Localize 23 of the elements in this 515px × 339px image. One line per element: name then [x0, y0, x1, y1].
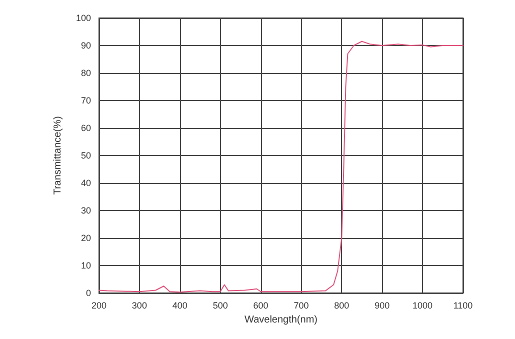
- y-tick-label: 60: [80, 123, 91, 133]
- y-tick-label: 70: [80, 96, 91, 106]
- y-axis-title: Transmittance(%): [52, 116, 64, 195]
- y-tick-label: 20: [80, 233, 91, 243]
- x-tick-label: 1100: [453, 300, 473, 310]
- x-tick-label: 300: [132, 300, 147, 310]
- y-tick-label: 30: [80, 206, 91, 216]
- x-tick-label: 900: [374, 300, 390, 310]
- y-tick-label: 100: [76, 13, 91, 23]
- x-tick-label: 200: [91, 300, 107, 310]
- y-tick-label: 10: [80, 260, 91, 270]
- y-tick-label: 0: [86, 288, 91, 298]
- x-tick-label: 800: [334, 300, 350, 310]
- x-axis-title: Wavelength(nm): [244, 314, 318, 326]
- x-tick-label: 600: [253, 300, 268, 310]
- y-tick-label: 80: [80, 68, 91, 78]
- x-tick-label: 700: [294, 300, 309, 310]
- x-tick-label: 1000: [412, 300, 433, 310]
- x-tick-label: 500: [212, 300, 228, 310]
- y-tick-label: 90: [80, 40, 91, 50]
- y-tick-label: 50: [80, 150, 91, 160]
- x-tick-label: 400: [172, 300, 188, 310]
- y-tick-label: 40: [80, 178, 91, 188]
